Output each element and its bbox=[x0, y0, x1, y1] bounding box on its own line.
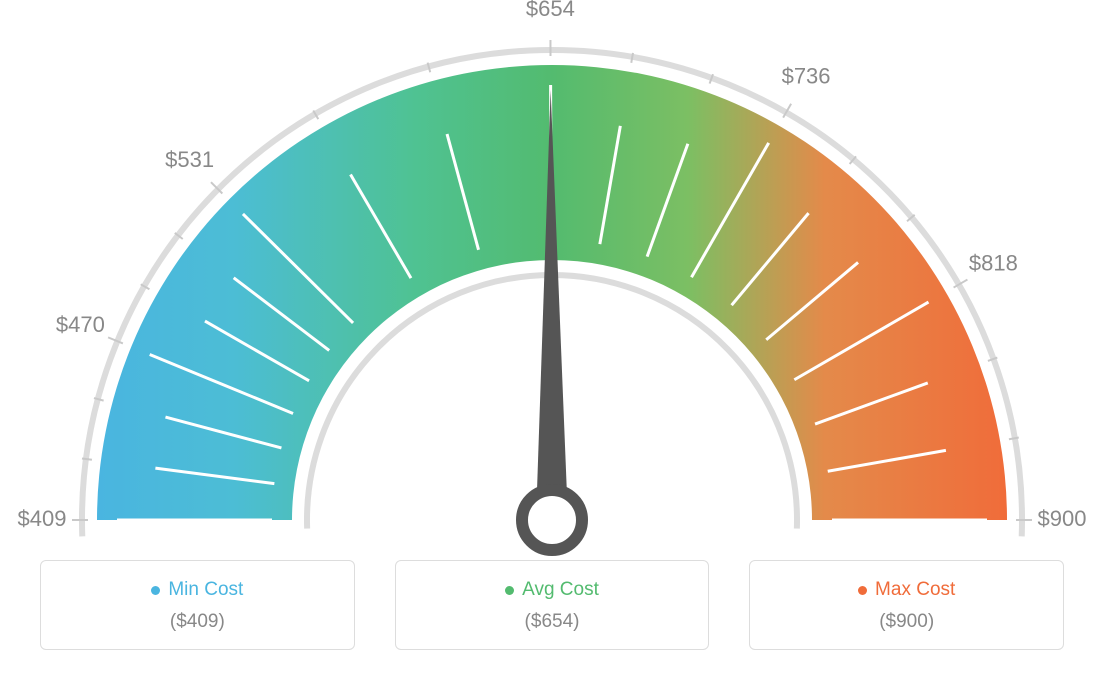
gauge-tick-label: $531 bbox=[165, 147, 214, 172]
legend-row: Min Cost ($409) Avg Cost ($654) Max Cost… bbox=[0, 560, 1104, 650]
legend-value: ($654) bbox=[406, 611, 699, 633]
legend-label: Min Cost bbox=[168, 579, 243, 601]
dot-icon bbox=[505, 586, 514, 595]
legend-card-max: Max Cost ($900) bbox=[749, 560, 1064, 650]
legend-value: ($900) bbox=[760, 611, 1053, 633]
gauge-tick-label: $818 bbox=[969, 250, 1018, 275]
dot-icon bbox=[858, 586, 867, 595]
gauge-chart: $409 $470 $531 $654 $736 $818 $900 bbox=[0, 0, 1104, 560]
gauge-tick-label: $736 bbox=[782, 64, 831, 89]
legend-title-min: Min Cost bbox=[151, 579, 243, 601]
gauge-tick-label: $654 bbox=[526, 0, 575, 21]
gauge-svg: $409 $470 $531 $654 $736 $818 $900 bbox=[0, 0, 1104, 560]
dot-icon bbox=[151, 586, 160, 595]
legend-card-avg: Avg Cost ($654) bbox=[395, 560, 710, 650]
legend-title-avg: Avg Cost bbox=[505, 579, 599, 601]
gauge-tick-label: $409 bbox=[18, 506, 67, 531]
legend-label: Avg Cost bbox=[522, 579, 599, 601]
legend-label: Max Cost bbox=[875, 579, 955, 601]
legend-card-min: Min Cost ($409) bbox=[40, 560, 355, 650]
gauge-tick-label: $900 bbox=[1038, 506, 1087, 531]
legend-value: ($409) bbox=[51, 611, 344, 633]
gauge-tick-label: $470 bbox=[56, 312, 105, 337]
legend-title-max: Max Cost bbox=[858, 579, 955, 601]
